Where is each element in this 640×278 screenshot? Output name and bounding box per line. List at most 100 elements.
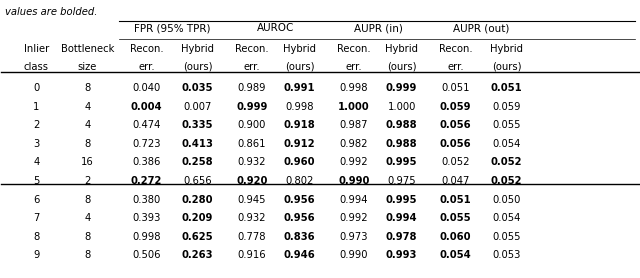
Text: 8: 8 [84, 195, 90, 205]
Text: 0.861: 0.861 [237, 139, 266, 149]
Text: 0.993: 0.993 [386, 250, 417, 260]
Text: 4: 4 [84, 102, 90, 112]
Text: 0.916: 0.916 [237, 250, 266, 260]
Text: 0.052: 0.052 [491, 157, 522, 167]
Text: 0.054: 0.054 [493, 213, 521, 223]
Text: 0.060: 0.060 [440, 232, 472, 242]
Text: 0.802: 0.802 [285, 176, 314, 186]
Text: 7: 7 [33, 213, 40, 223]
Text: AUPR (in): AUPR (in) [353, 23, 403, 33]
Text: 1.000: 1.000 [338, 102, 369, 112]
Text: 3: 3 [33, 139, 40, 149]
Text: 0.998: 0.998 [340, 83, 368, 93]
Text: 0.991: 0.991 [284, 83, 316, 93]
Text: 0.007: 0.007 [184, 102, 212, 112]
Text: size: size [77, 62, 97, 72]
Text: 0.055: 0.055 [492, 232, 521, 242]
Text: 0.335: 0.335 [182, 120, 213, 130]
Text: 0.920: 0.920 [236, 176, 268, 186]
Text: Recon.: Recon. [337, 44, 371, 54]
Text: Recon.: Recon. [439, 44, 472, 54]
Text: 0.999: 0.999 [386, 83, 417, 93]
Text: (ours): (ours) [183, 62, 212, 72]
Text: 0.999: 0.999 [236, 102, 268, 112]
Text: 0.990: 0.990 [338, 176, 369, 186]
Text: 0.625: 0.625 [182, 232, 214, 242]
Text: 4: 4 [84, 120, 90, 130]
Text: (ours): (ours) [285, 62, 314, 72]
Text: 1: 1 [33, 102, 40, 112]
Text: 0.474: 0.474 [132, 120, 161, 130]
Text: 0.995: 0.995 [386, 195, 417, 205]
Text: 0.998: 0.998 [285, 102, 314, 112]
Text: 16: 16 [81, 157, 94, 167]
Text: 0.836: 0.836 [284, 232, 316, 242]
Text: Hybrid: Hybrid [385, 44, 418, 54]
Text: AUROC: AUROC [257, 23, 294, 33]
Text: 0.055: 0.055 [492, 120, 521, 130]
Text: 0.263: 0.263 [182, 250, 213, 260]
Text: Hybrid: Hybrid [181, 44, 214, 54]
Text: 0.380: 0.380 [132, 195, 161, 205]
Text: 0.956: 0.956 [284, 213, 316, 223]
Text: 0.055: 0.055 [440, 213, 472, 223]
Text: values are bolded.: values are bolded. [4, 7, 97, 17]
Text: 0.960: 0.960 [284, 157, 316, 167]
Text: (ours): (ours) [387, 62, 416, 72]
Text: 1.000: 1.000 [387, 102, 416, 112]
Text: 0.004: 0.004 [131, 102, 163, 112]
Text: 0: 0 [33, 83, 40, 93]
Text: 4: 4 [33, 157, 40, 167]
Text: 6: 6 [33, 195, 40, 205]
Text: 8: 8 [84, 83, 90, 93]
Text: 8: 8 [33, 232, 40, 242]
Text: 0.994: 0.994 [386, 213, 417, 223]
Text: 0.054: 0.054 [493, 139, 521, 149]
Text: 0.982: 0.982 [340, 139, 368, 149]
Text: 2: 2 [33, 120, 40, 130]
Text: Recon.: Recon. [235, 44, 269, 54]
Text: 0.932: 0.932 [237, 213, 266, 223]
Text: class: class [24, 62, 49, 72]
Text: FPR (95% TPR): FPR (95% TPR) [134, 23, 211, 33]
Text: 0.946: 0.946 [284, 250, 316, 260]
Text: 0.992: 0.992 [339, 157, 368, 167]
Text: 0.900: 0.900 [237, 120, 266, 130]
Text: 0.978: 0.978 [386, 232, 417, 242]
Text: 0.912: 0.912 [284, 139, 316, 149]
Text: 0.051: 0.051 [442, 83, 470, 93]
Text: 0.054: 0.054 [440, 250, 472, 260]
Text: 0.988: 0.988 [386, 139, 417, 149]
Text: 0.506: 0.506 [132, 250, 161, 260]
Text: err.: err. [243, 62, 260, 72]
Text: 0.778: 0.778 [237, 232, 266, 242]
Text: 0.932: 0.932 [237, 157, 266, 167]
Text: Hybrid: Hybrid [283, 44, 316, 54]
Text: 0.945: 0.945 [237, 195, 266, 205]
Text: Bottleneck: Bottleneck [61, 44, 114, 54]
Text: 0.989: 0.989 [237, 83, 266, 93]
Text: 0.988: 0.988 [386, 120, 417, 130]
Text: 0.975: 0.975 [387, 176, 416, 186]
Text: 0.051: 0.051 [491, 83, 523, 93]
Text: 0.258: 0.258 [182, 157, 214, 167]
Text: 0.973: 0.973 [340, 232, 368, 242]
Text: 8: 8 [84, 232, 90, 242]
Text: 0.052: 0.052 [491, 176, 522, 186]
Text: err.: err. [346, 62, 362, 72]
Text: 0.413: 0.413 [182, 139, 214, 149]
Text: (ours): (ours) [492, 62, 522, 72]
Text: 0.047: 0.047 [442, 176, 470, 186]
Text: 0.995: 0.995 [386, 157, 417, 167]
Text: 0.998: 0.998 [132, 232, 161, 242]
Text: 0.035: 0.035 [182, 83, 213, 93]
Text: 0.050: 0.050 [493, 195, 521, 205]
Text: 0.956: 0.956 [284, 195, 316, 205]
Text: 8: 8 [84, 139, 90, 149]
Text: Recon.: Recon. [130, 44, 163, 54]
Text: 0.386: 0.386 [132, 157, 161, 167]
Text: AUPR (out): AUPR (out) [453, 23, 509, 33]
Text: 0.056: 0.056 [440, 139, 472, 149]
Text: 0.994: 0.994 [340, 195, 368, 205]
Text: err.: err. [447, 62, 464, 72]
